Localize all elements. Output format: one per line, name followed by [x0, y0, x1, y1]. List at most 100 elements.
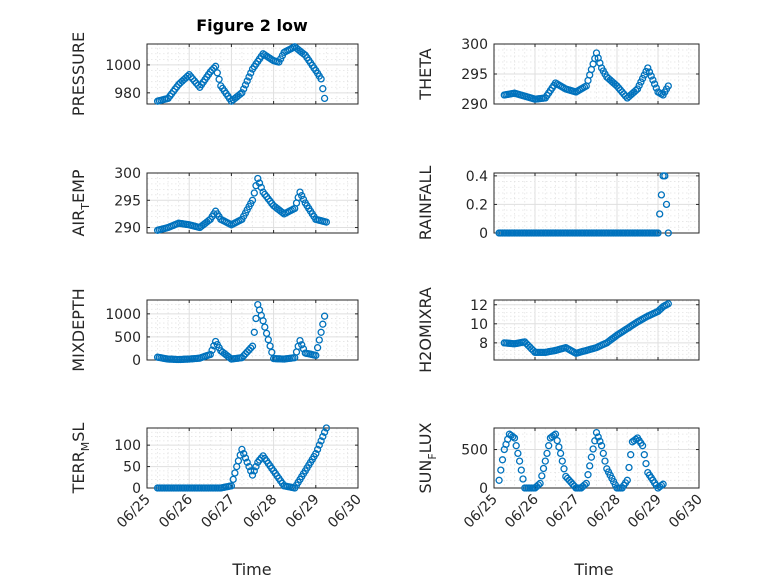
y-axis-label: H2OMIXRA: [416, 287, 435, 373]
x-tick-label: 06/29: [625, 492, 665, 532]
axes-box: [493, 299, 700, 361]
data-point: [510, 434, 519, 442]
series-pressure: [153, 43, 329, 105]
data-point: [664, 229, 672, 237]
data-point: [210, 64, 218, 72]
y-axis-label: AIRTEMP: [69, 169, 92, 236]
data-point: [664, 82, 672, 90]
data-point: [534, 481, 543, 489]
axes-box: [146, 299, 359, 361]
y-tick-label: 0: [132, 353, 141, 369]
data-point: [229, 475, 237, 484]
data-point: [266, 342, 274, 350]
x-axis-label-left: Time: [231, 560, 271, 579]
data-point: [250, 328, 258, 336]
data-point: [231, 469, 239, 477]
data-point: [515, 457, 524, 465]
data-point: [550, 431, 558, 440]
data-point: [582, 479, 590, 488]
data-point: [315, 441, 323, 449]
data-point: [247, 344, 255, 352]
data-point: [278, 208, 287, 217]
data-point: [312, 351, 320, 360]
series-sun-flux: [495, 428, 667, 492]
data-point: [632, 435, 640, 443]
data-point: [320, 94, 329, 103]
y-axis-label: PRESSURE: [69, 32, 88, 116]
data-point: [661, 172, 669, 180]
series-h2o-mixing-ratio: [500, 300, 672, 357]
data-point: [319, 320, 327, 328]
y-tick-label: 0: [479, 481, 488, 497]
data-point: [601, 457, 609, 465]
data-point: [599, 449, 607, 458]
panel-mixdepth: 0 500 1000 MIXDEPTH: [69, 288, 359, 372]
panel-air-temp: 290 295 300 AIRTEMP: [69, 166, 359, 237]
x-axis-label-right: Time: [573, 560, 613, 579]
data-point: [299, 345, 308, 353]
data-point: [647, 72, 655, 80]
data-point: [241, 454, 250, 462]
data-point: [313, 344, 322, 352]
data-point: [657, 481, 666, 490]
data-point: [213, 69, 221, 77]
data-point: [257, 183, 265, 192]
data-point: [640, 451, 648, 459]
data-point: [597, 442, 606, 450]
data-point: [539, 464, 548, 473]
data-point: [633, 85, 642, 93]
data-point: [635, 81, 643, 90]
data-point: [248, 196, 257, 204]
panel-pressure: 980 1000 PRESSURE: [69, 32, 359, 116]
y-tick-label: 500: [114, 330, 141, 346]
data-point: [543, 449, 551, 458]
data-point: [296, 336, 304, 345]
y-tick-label: 500: [461, 443, 488, 459]
data-point: [553, 436, 561, 445]
data-point: [320, 428, 329, 436]
data-point: [261, 323, 269, 331]
series-theta: [500, 49, 672, 103]
axes-box: [146, 172, 359, 234]
data-point: [558, 457, 566, 465]
data-point: [322, 218, 331, 226]
x-tick-label: 06/30: [325, 492, 365, 532]
data-point: [589, 445, 597, 453]
data-point: [238, 354, 246, 362]
x-tick-label: 06/29: [283, 492, 323, 532]
y-tick-label: 100: [114, 438, 141, 454]
data-point: [250, 467, 258, 475]
data-point: [206, 350, 214, 359]
data-point: [240, 450, 248, 458]
y-axis-label: RAINFALL: [416, 166, 435, 241]
data-point: [317, 328, 325, 336]
panel-sun-flux: 06/25 06/26 06/27 06/28 06/29 06/30 0 500 SUNFLU…: [416, 422, 706, 531]
data-point: [238, 445, 246, 454]
data-point: [254, 174, 262, 183]
y-tick-label: 290: [461, 97, 488, 113]
y-axis-label: TERRMSL: [69, 423, 92, 495]
data-point: [592, 428, 601, 437]
data-point: [245, 73, 253, 81]
data-point: [315, 336, 323, 344]
data-point: [627, 451, 635, 459]
data-point: [594, 433, 602, 441]
data-point: [215, 75, 223, 83]
data-point: [319, 85, 327, 93]
data-point: [560, 465, 568, 473]
data-point: [640, 71, 648, 79]
data-point: [545, 442, 553, 450]
axes-box: [146, 427, 359, 489]
data-point: [656, 210, 664, 218]
data-point: [638, 442, 647, 450]
data-point: [245, 462, 253, 471]
data-point: [551, 430, 560, 438]
data-point: [312, 450, 320, 458]
x-tick-label: 06/27: [543, 492, 583, 532]
x-tick-label: 06/27: [198, 492, 238, 532]
y-tick-label: 0: [479, 226, 488, 242]
data-point: [252, 314, 260, 323]
data-point: [204, 217, 213, 225]
series-mixdepth: [153, 300, 329, 364]
data-point: [642, 67, 650, 76]
